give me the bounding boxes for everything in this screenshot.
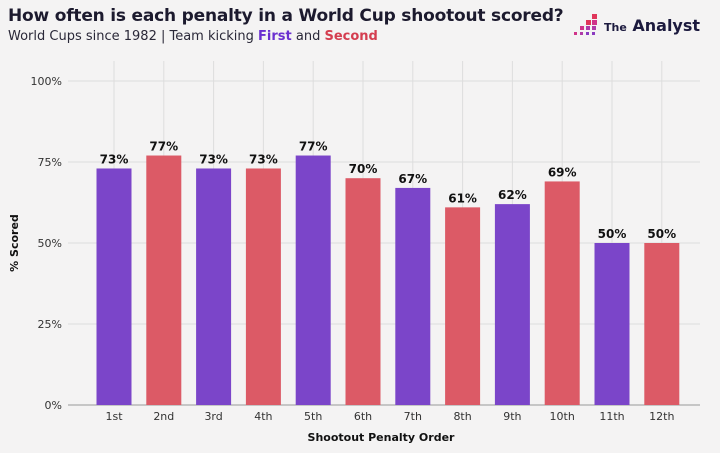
- logo-mark-icon: [574, 14, 597, 35]
- x-tick-label: 2nd: [153, 410, 174, 423]
- y-tick-label: 75%: [38, 156, 62, 169]
- data-label: 73%: [249, 152, 278, 166]
- bar-6th: [345, 178, 381, 405]
- y-tick-label: 0%: [45, 399, 62, 412]
- data-label: 73%: [100, 152, 129, 166]
- the-analyst-logo: The Analyst: [574, 14, 700, 36]
- logo-big: Analyst: [632, 15, 701, 35]
- y-tick-label: 50%: [38, 237, 62, 250]
- bar-5th: [295, 155, 331, 405]
- y-tick-label: 25%: [38, 318, 62, 331]
- data-label: 69%: [548, 165, 577, 179]
- data-label: 77%: [149, 140, 178, 154]
- x-axis-label: Shootout Penalty Order: [308, 431, 456, 444]
- chart-title: How often is each penalty in a World Cup…: [8, 6, 564, 26]
- bar-3rd: [196, 168, 232, 405]
- x-tick-label: 3rd: [204, 410, 222, 423]
- data-label: 50%: [647, 227, 676, 241]
- x-tick-label: 1st: [105, 410, 123, 423]
- legend-second: Second: [324, 29, 378, 44]
- x-tick-label: 6th: [354, 410, 372, 423]
- x-tick-label: 10th: [550, 410, 575, 423]
- data-label: 77%: [299, 140, 328, 154]
- x-tick-label: 12th: [649, 410, 674, 423]
- data-label: 67%: [398, 172, 427, 186]
- data-label: 50%: [598, 227, 627, 241]
- bar-1st: [96, 168, 132, 405]
- x-tick-label: 8th: [453, 410, 471, 423]
- subtitle-and: and: [291, 29, 325, 44]
- bar-12th: [644, 243, 680, 405]
- subtitle-text: World Cups since 1982 | Team kicking: [8, 29, 259, 44]
- bar-10th: [544, 181, 580, 405]
- legend-first: First: [258, 29, 292, 44]
- bar-8th: [445, 207, 481, 405]
- x-tick-label: 4th: [254, 410, 272, 423]
- data-label: 61%: [448, 191, 477, 205]
- bar-9th: [494, 204, 530, 405]
- y-axis-label: % Scored: [8, 214, 21, 272]
- bar-11th: [594, 243, 630, 405]
- data-label: 73%: [199, 152, 228, 166]
- bar-4th: [245, 168, 281, 405]
- x-tick-label: 7th: [404, 410, 422, 423]
- y-tick-label: 100%: [31, 75, 62, 88]
- x-tick-label: 11th: [599, 410, 624, 423]
- data-label: 70%: [349, 162, 378, 176]
- bar-2nd: [146, 155, 182, 405]
- chart-subtitle: World Cups since 1982 | Team kicking Fir…: [8, 29, 378, 44]
- bar-7th: [395, 187, 431, 405]
- data-label: 62%: [498, 188, 527, 202]
- x-tick-label: 9th: [503, 410, 521, 423]
- logo-small: The: [604, 20, 627, 34]
- x-tick-label: 5th: [304, 410, 322, 423]
